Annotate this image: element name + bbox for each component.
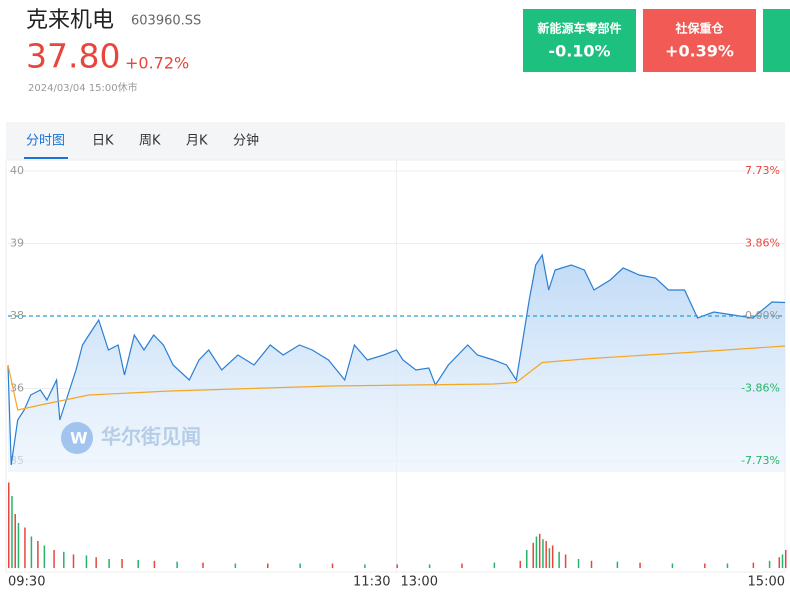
- volume-bar: [493, 562, 496, 568]
- volume-bar: [85, 555, 88, 568]
- volume-bar: [551, 545, 554, 568]
- volume-bar: [95, 557, 97, 568]
- volume-bar: [364, 564, 366, 568]
- tab-bar: [6, 122, 785, 160]
- tab[interactable]: 分钟: [233, 133, 259, 149]
- sector-tag-change: -0.10%: [548, 42, 610, 61]
- y2-tick-label: -3.86%: [741, 381, 780, 394]
- volume-bar: [752, 562, 755, 568]
- tab[interactable]: 日K: [92, 134, 114, 149]
- watermark-logo: [61, 422, 93, 454]
- volume-bar: [153, 560, 156, 568]
- volume-bar: [63, 551, 65, 568]
- volume-bar: [768, 560, 771, 568]
- volume-bar: [53, 550, 55, 568]
- volume-bar: [72, 554, 75, 568]
- x-tick-label: 11:30: [353, 575, 390, 590]
- time: 2024/03/04 15:00休市: [28, 81, 138, 94]
- volume-bar: [535, 536, 538, 568]
- volume-bar: [577, 559, 580, 568]
- y2-tick-label: 3.86%: [745, 237, 780, 250]
- volume-bar: [299, 563, 301, 568]
- volume-bar: [778, 557, 781, 568]
- y-tick-label: 39: [10, 237, 24, 250]
- volume-bar: [8, 482, 10, 568]
- volume-bar: [590, 560, 593, 568]
- volume-bar: [176, 561, 178, 568]
- volume-bar: [202, 562, 204, 568]
- volume-bar: [14, 514, 16, 568]
- volume-bar: [526, 550, 528, 568]
- sector-tag[interactable]: [763, 9, 790, 72]
- y-tick-label: 40: [10, 164, 24, 177]
- watermark: 华尔街见闻: [101, 425, 201, 449]
- y2-tick-label: -7.73%: [741, 454, 780, 467]
- volume-bar: [704, 563, 706, 568]
- x-tick-label: 09:30: [8, 575, 45, 590]
- average-line: [7, 345, 786, 411]
- volume-bar: [17, 523, 20, 568]
- x-tick-label: 13:00: [401, 575, 438, 590]
- sector-tag-label: 社保重仓: [674, 21, 724, 36]
- volume-bar: [564, 554, 567, 568]
- volume-bar: [234, 563, 237, 568]
- volume-bar: [542, 539, 544, 568]
- volume-bar: [24, 527, 26, 568]
- volume-bar: [548, 548, 551, 568]
- volume-bar: [785, 550, 787, 568]
- change: +0.72%: [125, 54, 189, 73]
- sector-tag-change: +0.39%: [665, 42, 734, 61]
- volume-bar: [461, 563, 463, 568]
- volume-bar: [639, 562, 641, 568]
- price-line: [7, 253, 786, 466]
- tab[interactable]: 月K: [186, 134, 208, 149]
- stock-name: 克来机电: [26, 8, 114, 33]
- stock-code: 603960.SS: [131, 14, 201, 29]
- volume-bar: [331, 563, 334, 568]
- volume-bar: [37, 541, 39, 568]
- volume-bar: [43, 545, 46, 568]
- tab-underline: [24, 157, 68, 159]
- y2-tick-label: 7.73%: [745, 164, 780, 177]
- watermark-logo-mark: W: [70, 429, 88, 448]
- volume-bar: [121, 559, 123, 568]
- tab[interactable]: 分时图: [26, 134, 65, 149]
- volume-bar: [781, 554, 784, 568]
- volume-bar: [428, 564, 431, 568]
- price: 37.80: [26, 37, 120, 76]
- volume-bar: [616, 561, 619, 568]
- volume-bar: [30, 536, 33, 568]
- volume-bar: [267, 563, 269, 568]
- volume-bar: [137, 559, 139, 568]
- volume-bar: [726, 563, 729, 568]
- volume-bar: [545, 541, 547, 568]
- price-area: [8, 255, 785, 471]
- volume-bar: [519, 560, 522, 568]
- tab[interactable]: 周K: [139, 134, 161, 149]
- sector-tag[interactable]: [523, 9, 636, 72]
- volume-bar: [11, 496, 13, 568]
- volume-bar: [671, 563, 674, 568]
- volume-bar: [532, 542, 534, 568]
- sector-tag-label: 新能源车零部件: [537, 21, 621, 36]
- x-tick-label: 15:00: [748, 575, 785, 590]
- volume-bar: [538, 533, 541, 568]
- y2-tick-label: 0.00%: [745, 309, 780, 322]
- volume-bar: [396, 564, 398, 568]
- volume-bar: [108, 559, 110, 568]
- volume-bar: [558, 551, 560, 568]
- sector-tag[interactable]: [643, 9, 756, 72]
